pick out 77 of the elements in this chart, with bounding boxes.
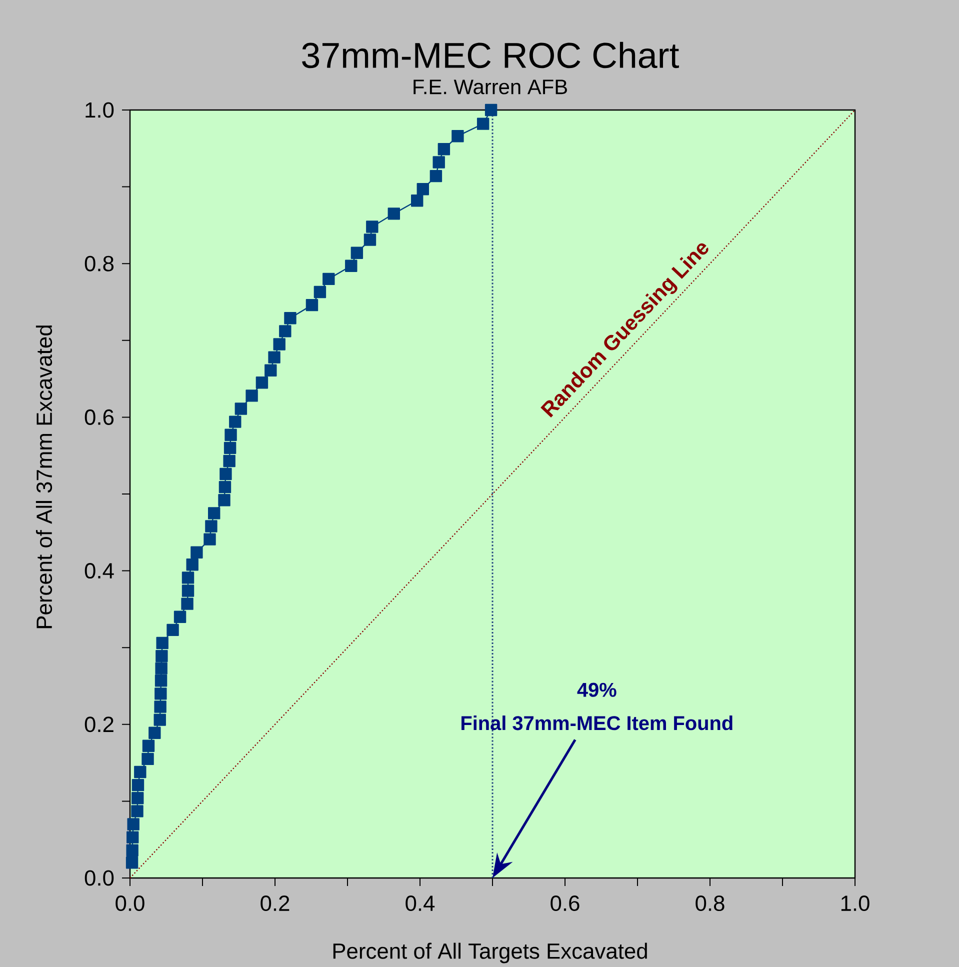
point bbox=[154, 674, 168, 687]
point bbox=[220, 468, 232, 480]
x-tick-label: 0.4 bbox=[406, 896, 435, 912]
point bbox=[438, 143, 450, 156]
point bbox=[322, 272, 335, 286]
y-axis-title: Percent of All 37mm Excavated bbox=[36, 326, 52, 628]
point bbox=[134, 766, 146, 778]
point bbox=[229, 416, 242, 428]
point bbox=[314, 286, 326, 298]
point bbox=[366, 220, 378, 233]
point bbox=[273, 338, 286, 350]
point bbox=[306, 298, 318, 312]
point bbox=[268, 351, 280, 364]
point bbox=[279, 325, 292, 338]
point bbox=[218, 480, 232, 494]
point bbox=[126, 844, 138, 856]
x-tick-label: 0.0 bbox=[116, 896, 144, 912]
point bbox=[432, 156, 445, 168]
point bbox=[204, 533, 216, 546]
point bbox=[208, 507, 220, 520]
point bbox=[174, 610, 186, 623]
x-tick-label: 0.6 bbox=[550, 896, 580, 912]
point bbox=[224, 428, 237, 441]
point bbox=[430, 170, 442, 182]
point bbox=[388, 208, 400, 220]
point bbox=[126, 831, 139, 844]
point bbox=[416, 182, 429, 196]
point bbox=[256, 376, 268, 389]
point bbox=[154, 700, 166, 713]
y-tick-label: 0.2 bbox=[84, 716, 114, 732]
x-tick-label: 1.0 bbox=[841, 896, 870, 912]
point bbox=[350, 246, 364, 259]
point bbox=[132, 792, 144, 804]
point bbox=[345, 260, 358, 272]
point bbox=[166, 624, 179, 636]
point bbox=[190, 546, 203, 558]
point bbox=[411, 194, 424, 207]
point bbox=[205, 520, 218, 532]
point bbox=[156, 650, 168, 662]
point bbox=[155, 662, 168, 674]
chart-title: 37mm-MEC ROC Chart bbox=[302, 42, 679, 68]
point bbox=[246, 390, 258, 402]
y-tick-label: 0.8 bbox=[84, 256, 114, 272]
point bbox=[484, 104, 498, 116]
point bbox=[142, 752, 154, 766]
point bbox=[148, 726, 161, 739]
y-tick-label: 0.4 bbox=[84, 563, 114, 579]
x-tick-label: 0.2 bbox=[260, 896, 290, 912]
point bbox=[154, 714, 166, 726]
point bbox=[186, 558, 198, 571]
point bbox=[156, 636, 168, 650]
y-tick-label: 0.6 bbox=[84, 409, 114, 425]
point bbox=[181, 598, 194, 610]
point bbox=[264, 364, 277, 376]
point bbox=[284, 312, 296, 324]
point bbox=[154, 688, 167, 700]
point bbox=[452, 130, 464, 142]
y-tick-label: 0.0 bbox=[84, 870, 114, 886]
point bbox=[127, 818, 140, 830]
x-tick-label: 0.8 bbox=[696, 896, 724, 912]
y-tick-label: 1.0 bbox=[86, 102, 114, 118]
point bbox=[126, 856, 138, 869]
point bbox=[142, 740, 155, 752]
point bbox=[476, 118, 490, 130]
point bbox=[364, 234, 376, 246]
annotation: 49% bbox=[577, 682, 616, 697]
point bbox=[182, 572, 194, 584]
x-axis-title: Percent of All Targets Excavated bbox=[333, 942, 647, 964]
point bbox=[131, 805, 144, 818]
point bbox=[223, 454, 236, 468]
point bbox=[218, 494, 230, 506]
point bbox=[234, 402, 248, 415]
chart-subtitle: F.E. Warren AFB bbox=[414, 80, 567, 94]
annotation: Final 37mm-MEC Item Found bbox=[462, 716, 732, 730]
point bbox=[224, 442, 236, 454]
point bbox=[132, 778, 144, 792]
point bbox=[182, 584, 194, 597]
